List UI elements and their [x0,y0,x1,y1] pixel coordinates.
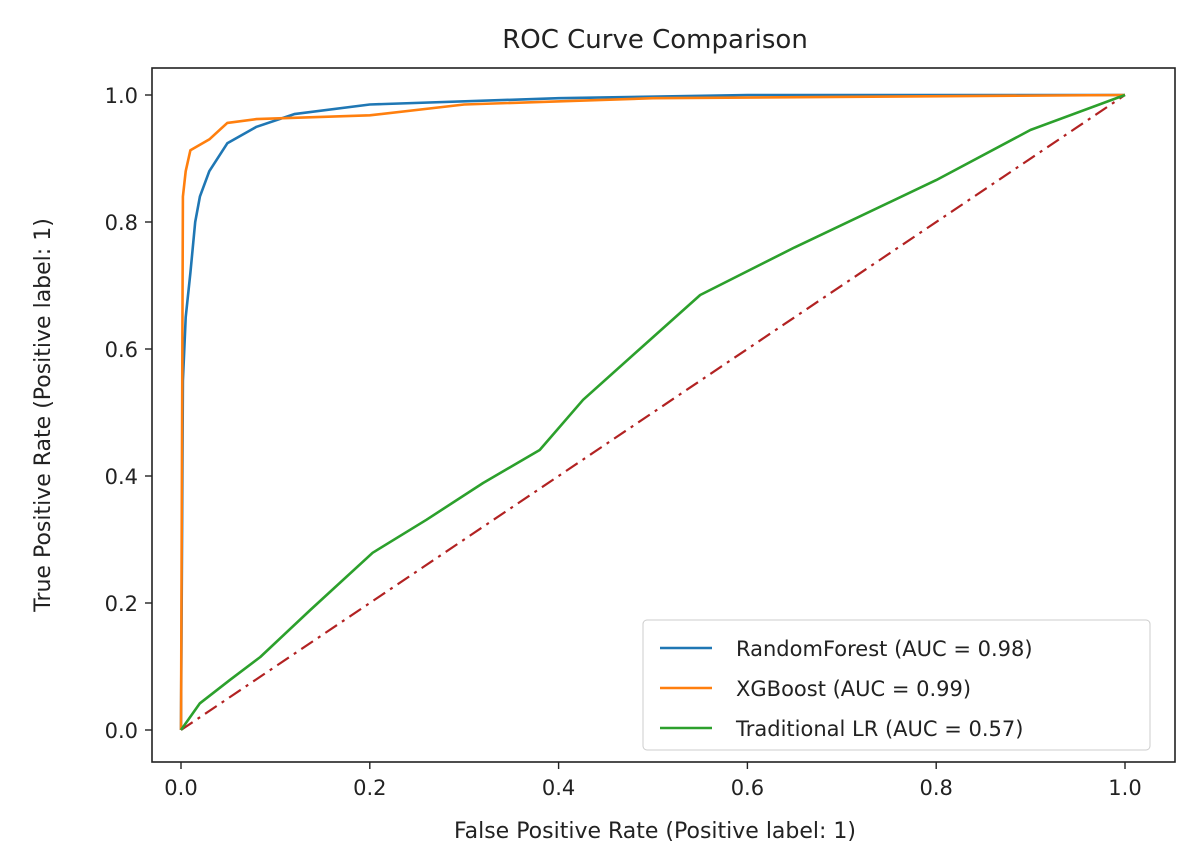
y-tick-label: 0.4 [105,465,138,489]
x-tick-label: 1.0 [1108,776,1141,800]
x-tick-label: 0.4 [542,776,575,800]
plot-area [179,93,1126,731]
legend-label-2: Traditional LR (AUC = 0.57) [735,717,1023,741]
series-line-1 [179,93,1126,731]
series-line-0 [179,93,1125,731]
x-tick-label: 0.2 [353,776,386,800]
series-line-2 [179,93,1126,731]
y-tick-label: 0.2 [105,592,138,616]
legend-label-0: RandomForest (AUC = 0.98) [736,637,1033,661]
x-axis-label: False Positive Rate (Positive label: 1) [454,819,856,844]
y-axis-label: True Positive Rate (Positive label: 1) [31,218,56,613]
legend-label-1: XGBoost (AUC = 0.99) [736,677,971,701]
x-tick-label: 0.6 [731,776,764,800]
y-tick-label: 1.0 [105,84,138,108]
legend: RandomForest (AUC = 0.98) XGBoost (AUC = … [642,619,1151,751]
legend-box [642,619,1151,751]
y-tick-label: 0.0 [105,719,138,743]
x-axis: 0.0 0.2 0.4 0.6 0.8 1.0 [164,762,1142,800]
y-tick-label: 0.8 [105,211,138,235]
chart-title: ROC Curve Comparison [502,25,808,55]
x-tick-label: 0.0 [164,776,197,800]
y-axis: 0.0 0.2 0.4 0.6 0.8 1.0 [105,84,152,743]
y-tick-label: 0.6 [105,338,138,362]
chance-line [180,94,1126,731]
axes-frame [151,67,1176,763]
x-tick-label: 0.8 [919,776,952,800]
